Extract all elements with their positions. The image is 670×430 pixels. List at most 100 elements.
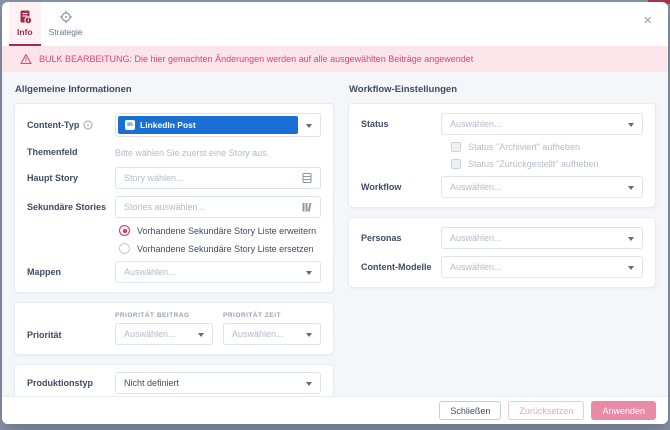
bulk-warning-text: BULK BEARBEITUNG: Die hier gemachten Änd…	[39, 54, 474, 64]
chevron-down-icon	[306, 270, 312, 275]
tab-info[interactable]: Info	[9, 2, 41, 46]
chevron-down-icon	[306, 332, 312, 337]
field-workflow: Workflow Auswählen...	[361, 176, 643, 198]
left-section-title: Allgemeine Informationen	[15, 84, 132, 95]
book-icon	[302, 172, 312, 184]
sekundaere-stories-label: Sekundäre Stories	[27, 202, 107, 212]
prioritaet-beitrag-placeholder: Auswählen...	[124, 329, 176, 339]
content-typ-value: LinkedIn Post	[140, 120, 196, 130]
modal-footer: Schließen Zurücksetzen Anwenden	[2, 396, 668, 424]
sekundaere-stories-input[interactable]: Stories auswählen...	[115, 196, 321, 218]
prioritaet-label: Priorität	[27, 330, 62, 340]
close-icon[interactable]: ×	[643, 12, 652, 29]
radio-liste-erweitern[interactable]: Vorhandene Sekundäre Story Liste erweite…	[119, 225, 321, 236]
themenfeld-hint: Bitte wählen Sie zuerst eine Story aus.	[115, 148, 270, 158]
produktionstyp-select[interactable]: Nicht definiert	[115, 372, 321, 394]
checkbox-archiviert-aufheben[interactable]: Status "Archiviert" aufheben	[451, 142, 643, 152]
status-placeholder: Auswählen...	[450, 119, 502, 129]
content-typ-label: Content-Typ	[27, 120, 80, 130]
tab-strategie[interactable]: Strategie	[41, 2, 91, 46]
radio-ersetzen-label: Vorhandene Sekundäre Story Liste ersetze…	[137, 243, 314, 254]
linkedin-icon: in	[125, 120, 135, 130]
tab-strategie-label: Strategie	[48, 27, 83, 37]
prioritaet-beitrag-select[interactable]: Auswählen...	[115, 323, 213, 345]
personas-label: Personas	[361, 233, 402, 243]
column-workflow-einstellungen: Workflow-Einstellungen Status Auswählen.…	[348, 80, 656, 396]
personas-card: Personas Auswählen... Content-Modelle	[348, 217, 656, 288]
books-icon	[302, 202, 312, 212]
modal-body: Allgemeine Informationen Content-Typ	[2, 72, 668, 396]
produktionstyp-card: Produktionstyp Nicht definiert	[14, 364, 334, 396]
chevron-down-icon	[306, 381, 312, 386]
prioritaet-card: Priorität PRIORITÄT BEITRAG Auswählen...	[14, 302, 334, 355]
themenfeld-label: Themenfeld	[27, 147, 78, 157]
status-label: Status	[361, 119, 389, 129]
workflow-label: Workflow	[361, 182, 402, 192]
prioritaet-beitrag-group: PRIORITÄT BEITRAG Auswählen...	[115, 312, 213, 345]
allgemeine-informationen-card: Content-Typ in LinkedIn P	[14, 103, 334, 293]
prioritaet-beitrag-label: PRIORITÄT BEITRAG	[115, 312, 190, 319]
prioritaet-zeit-placeholder: Auswählen...	[232, 329, 284, 339]
personas-select[interactable]: Auswählen...	[441, 227, 643, 249]
mappen-label: Mappen	[27, 267, 62, 277]
field-haupt-story: Haupt Story Story wählen...	[27, 167, 321, 189]
mappen-placeholder: Auswählen...	[124, 267, 176, 277]
haupt-story-label: Haupt Story	[27, 173, 79, 183]
produktionstyp-label: Produktionstyp	[27, 378, 94, 388]
sekundaere-liste-radio-group: Vorhandene Sekundäre Story Liste erweite…	[119, 225, 321, 254]
field-status: Status Auswählen...	[361, 113, 643, 135]
content-typ-selected-pill: in LinkedIn Post	[118, 116, 298, 134]
chevron-down-icon	[306, 123, 312, 128]
target-icon	[59, 10, 72, 24]
checkbox-zurueckgestellt-aufheben[interactable]: Status "Zurückgestellt" aufheben	[451, 159, 643, 169]
chevron-down-icon	[198, 332, 204, 337]
status-select[interactable]: Auswählen...	[441, 113, 643, 135]
zuruecksetzen-button[interactable]: Zurücksetzen	[508, 401, 585, 420]
field-personas: Personas Auswählen...	[361, 227, 643, 249]
schliessen-button[interactable]: Schließen	[439, 401, 502, 420]
workflow-placeholder: Auswählen...	[450, 182, 502, 192]
content-modelle-placeholder: Auswählen...	[450, 262, 502, 272]
chevron-down-icon	[628, 185, 634, 190]
prioritaet-zeit-label: PRIORITÄT ZEIT	[223, 312, 281, 319]
column-allgemeine-informationen: Allgemeine Informationen Content-Typ	[14, 80, 334, 396]
haupt-story-input[interactable]: Story wählen...	[115, 167, 321, 189]
field-produktionstyp: Produktionstyp Nicht definiert	[27, 372, 321, 394]
workflow-select[interactable]: Auswählen...	[441, 176, 643, 198]
haupt-story-placeholder: Story wählen...	[124, 173, 184, 183]
content-modelle-select[interactable]: Auswählen...	[441, 256, 643, 278]
field-prioritaet: Priorität PRIORITÄT BEITRAG Auswählen...	[27, 312, 321, 345]
radio-liste-ersetzen[interactable]: Vorhandene Sekundäre Story Liste ersetze…	[119, 243, 321, 254]
chevron-down-icon	[628, 236, 634, 241]
status-checkbox-group: Status "Archiviert" aufheben Status "Zur…	[451, 142, 643, 169]
content-typ-select[interactable]: in LinkedIn Post	[115, 113, 321, 137]
sekundaere-stories-placeholder: Stories auswählen...	[124, 202, 206, 212]
modal-header: Info Strategie ×	[2, 2, 668, 46]
prioritaet-zeit-group: PRIORITÄT ZEIT Auswählen...	[223, 312, 321, 345]
workflow-einstellungen-card: Status Auswählen... Status "Archiviert" …	[348, 103, 656, 208]
content-modelle-label: Content-Modelle	[361, 262, 432, 272]
bulk-edit-modal: Info Strategie × B	[2, 2, 668, 424]
field-content-typ: Content-Typ in LinkedIn P	[27, 113, 321, 137]
checkbox-icon	[451, 142, 461, 152]
field-sekundaere-stories: Sekundäre Stories Stories auswählen...	[27, 196, 321, 218]
field-mappen: Mappen Auswählen...	[27, 261, 321, 283]
radio-erweitern-label: Vorhandene Sekundäre Story Liste erweite…	[137, 225, 317, 236]
checkbox-icon	[451, 159, 461, 169]
checkbox-zurueckgestellt-label: Status "Zurückgestellt" aufheben	[468, 159, 599, 169]
prioritaet-zeit-select[interactable]: Auswählen...	[223, 323, 321, 345]
field-content-modelle: Content-Modelle Auswählen...	[361, 256, 643, 278]
anwenden-button[interactable]: Anwenden	[591, 401, 656, 420]
checkbox-archiviert-label: Status "Archiviert" aufheben	[468, 142, 580, 152]
info-circle-icon	[83, 120, 93, 130]
produktionstyp-value: Nicht definiert	[124, 378, 180, 388]
mappen-select[interactable]: Auswählen...	[115, 261, 321, 283]
warning-triangle-icon	[20, 53, 32, 65]
bulk-warning-banner: BULK BEARBEITUNG: Die hier gemachten Änd…	[2, 46, 668, 72]
file-info-icon	[20, 10, 32, 24]
tab-info-label: Info	[17, 27, 33, 37]
radio-selected-icon	[119, 225, 130, 236]
radio-unselected-icon	[119, 243, 130, 254]
chevron-down-icon	[628, 265, 634, 270]
